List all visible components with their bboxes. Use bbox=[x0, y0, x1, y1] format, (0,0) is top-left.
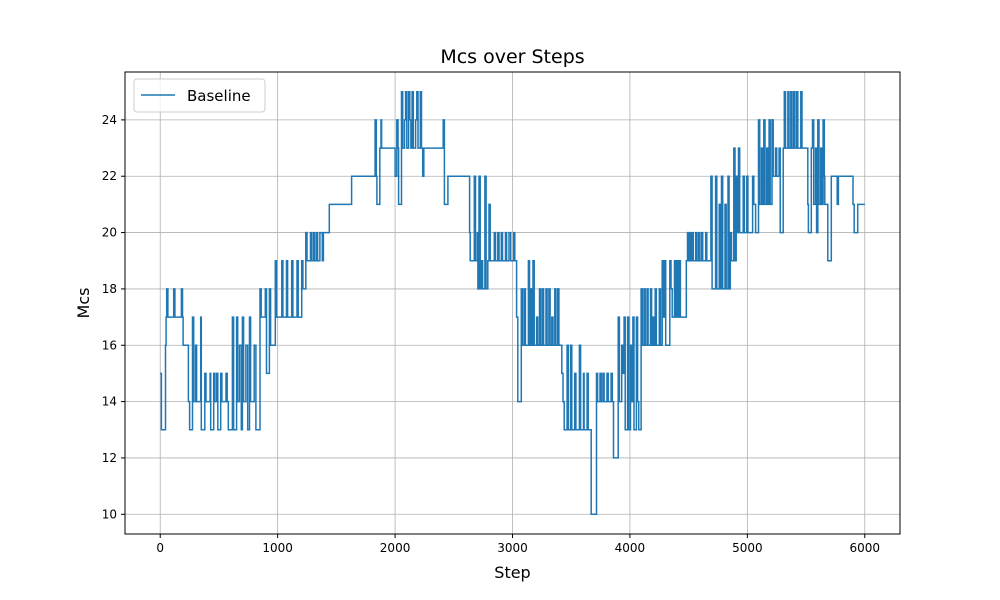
series-line-baseline bbox=[160, 90, 865, 516]
y-tick-label: 18 bbox=[102, 282, 117, 296]
series-layer bbox=[160, 90, 865, 516]
chart-title: Mcs over Steps bbox=[440, 46, 584, 68]
y-tick-label: 24 bbox=[102, 113, 117, 127]
x-axis-label: Step bbox=[494, 563, 530, 582]
x-tick-label: 2000 bbox=[380, 541, 411, 555]
axis-ticks: 0 1000 2000 3000 4000 5000 6000 10 12 14 16 18 20 22 2… bbox=[102, 113, 880, 555]
y-tick-label: 14 bbox=[102, 395, 117, 409]
legend-label-baseline: Baseline bbox=[187, 87, 251, 105]
x-tick-label: 3000 bbox=[497, 541, 528, 555]
x-tick-label: 5000 bbox=[732, 541, 763, 555]
y-tick-label: 22 bbox=[102, 169, 117, 183]
y-axis-label: Mcs bbox=[74, 288, 93, 319]
y-tick-label: 20 bbox=[102, 226, 117, 240]
x-tick-label: 1000 bbox=[262, 541, 293, 555]
legend: Baseline bbox=[133, 78, 266, 113]
x-tick-label: 0 bbox=[156, 541, 164, 555]
legend-box bbox=[133, 78, 266, 113]
x-tick-label: 6000 bbox=[849, 541, 880, 555]
x-tick-label: 4000 bbox=[615, 541, 646, 555]
y-tick-label: 16 bbox=[102, 338, 117, 352]
y-tick-label: 12 bbox=[102, 451, 117, 465]
y-tick-label: 10 bbox=[102, 507, 117, 521]
